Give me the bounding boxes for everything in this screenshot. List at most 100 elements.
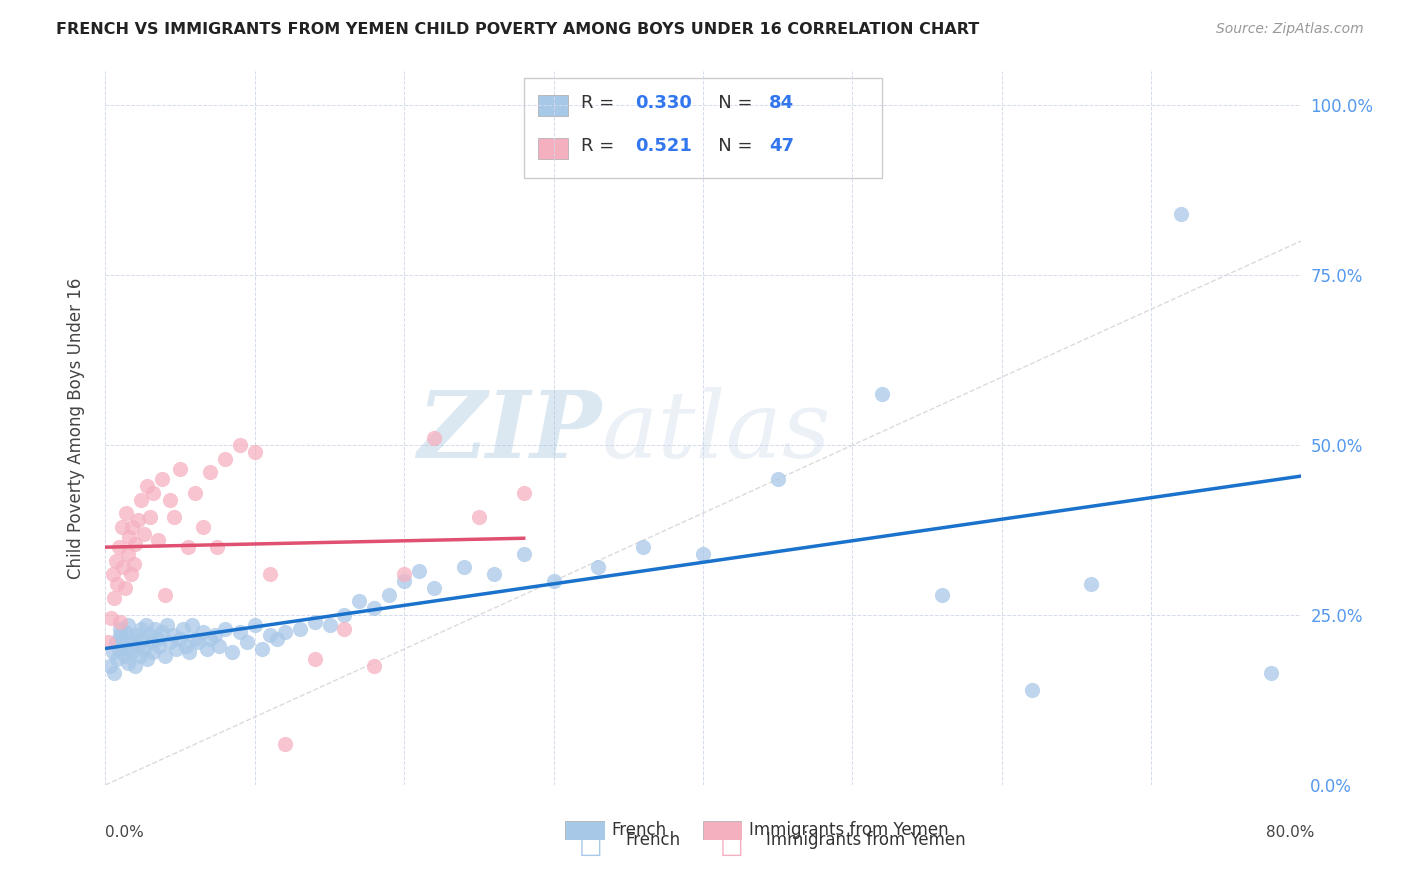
Point xyxy=(1021,682,1043,697)
Point xyxy=(127,513,149,527)
Text: 84: 84 xyxy=(769,95,794,112)
Point xyxy=(143,622,166,636)
Point xyxy=(142,485,165,500)
Point xyxy=(176,540,198,554)
Point xyxy=(114,648,136,663)
Point xyxy=(114,581,136,595)
Point xyxy=(208,639,231,653)
Point xyxy=(207,540,229,554)
Point xyxy=(129,492,153,507)
Point xyxy=(129,622,153,636)
Point xyxy=(394,574,416,588)
Point xyxy=(423,431,446,445)
Text: R =: R = xyxy=(581,137,620,155)
Point xyxy=(214,451,236,466)
Point xyxy=(214,622,236,636)
Point xyxy=(101,645,124,659)
Point xyxy=(104,554,127,568)
Point xyxy=(101,567,124,582)
Text: ZIP: ZIP xyxy=(418,387,602,476)
Point xyxy=(243,445,266,459)
Point xyxy=(288,622,311,636)
Point xyxy=(177,645,201,659)
Point xyxy=(184,632,207,646)
Point xyxy=(135,618,157,632)
Point xyxy=(198,466,221,480)
Text: French: French xyxy=(612,822,666,839)
Point xyxy=(107,577,129,591)
Text: 0.521: 0.521 xyxy=(636,137,692,155)
Point xyxy=(128,648,150,663)
Point xyxy=(468,509,491,524)
FancyBboxPatch shape xyxy=(524,78,883,178)
Point xyxy=(146,632,169,646)
Point xyxy=(134,642,156,657)
Point xyxy=(243,618,266,632)
Point xyxy=(141,635,163,649)
Point xyxy=(159,635,181,649)
Point xyxy=(117,618,139,632)
Point xyxy=(259,628,281,642)
Point xyxy=(139,509,162,524)
Point xyxy=(191,519,214,533)
Point xyxy=(184,485,207,500)
Point xyxy=(156,618,179,632)
Point xyxy=(110,628,132,642)
Text: 47: 47 xyxy=(769,137,794,155)
Point xyxy=(1170,207,1192,221)
Point xyxy=(181,618,204,632)
Text: □: □ xyxy=(720,834,742,858)
Point xyxy=(169,632,191,646)
Point xyxy=(97,635,120,649)
Point xyxy=(229,625,252,640)
Point xyxy=(110,622,132,636)
Text: atlas: atlas xyxy=(602,387,831,476)
Point xyxy=(120,632,142,646)
Text: Source: ZipAtlas.com: Source: ZipAtlas.com xyxy=(1216,22,1364,37)
Point xyxy=(394,567,416,582)
Point xyxy=(191,625,214,640)
Point xyxy=(111,519,134,533)
Point xyxy=(1080,577,1102,591)
Point xyxy=(108,642,131,657)
Point xyxy=(124,659,146,673)
Point xyxy=(146,533,169,548)
Point xyxy=(172,622,194,636)
Point xyxy=(124,537,146,551)
Point xyxy=(482,567,505,582)
Point xyxy=(543,574,565,588)
Text: 0.330: 0.330 xyxy=(636,95,692,112)
Point xyxy=(159,492,181,507)
Point xyxy=(931,588,953,602)
Point xyxy=(127,639,149,653)
Point xyxy=(108,540,131,554)
Y-axis label: Child Poverty Among Boys Under 16: Child Poverty Among Boys Under 16 xyxy=(66,277,84,579)
Point xyxy=(1260,665,1282,680)
Point xyxy=(174,639,197,653)
Text: FRENCH VS IMMIGRANTS FROM YEMEN CHILD POVERTY AMONG BOYS UNDER 16 CORRELATION CH: FRENCH VS IMMIGRANTS FROM YEMEN CHILD PO… xyxy=(56,22,980,37)
Point xyxy=(766,472,789,486)
Point xyxy=(117,547,139,561)
Point xyxy=(103,591,125,605)
Point xyxy=(195,642,218,657)
Point xyxy=(122,635,145,649)
Point xyxy=(121,645,143,659)
Point xyxy=(121,519,143,533)
Point xyxy=(408,564,430,578)
Point xyxy=(198,632,221,646)
Text: R =: R = xyxy=(581,95,620,112)
Point xyxy=(136,479,159,493)
Point xyxy=(132,632,155,646)
Point xyxy=(120,567,142,582)
Text: Immigrants from Yemen: Immigrants from Yemen xyxy=(749,822,949,839)
Point xyxy=(423,581,446,595)
Point xyxy=(378,588,401,602)
Point xyxy=(204,628,226,642)
Point xyxy=(150,625,173,640)
Text: N =: N = xyxy=(700,95,758,112)
Point xyxy=(453,560,475,574)
Point xyxy=(692,547,714,561)
Point xyxy=(588,560,610,574)
Point xyxy=(148,639,170,653)
Point xyxy=(118,530,141,544)
